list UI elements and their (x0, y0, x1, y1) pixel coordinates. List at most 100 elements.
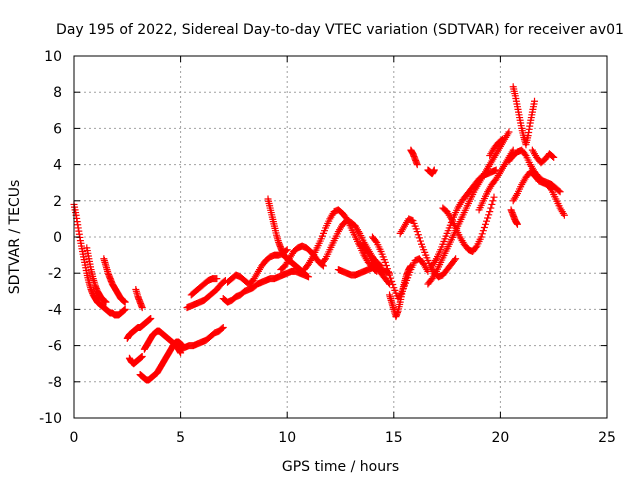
x-tick-label: 20 (491, 430, 509, 446)
x-tick-label: 0 (70, 430, 79, 446)
data-point (505, 128, 513, 136)
data-point (382, 262, 390, 270)
y-tick-label: 6 (53, 121, 62, 137)
y-axis-label: SDTVAR / TECUs (7, 180, 23, 295)
data-point (381, 258, 389, 266)
data-point (389, 281, 397, 289)
data-point (556, 188, 564, 196)
series-seg7 (123, 314, 155, 342)
data-point (451, 256, 459, 264)
data-point (388, 277, 396, 285)
data-point (407, 262, 415, 270)
y-tick-label: -8 (48, 375, 62, 391)
series-seg32 (509, 168, 568, 219)
y-tick-label: -6 (48, 339, 62, 355)
series-seg10 (183, 276, 229, 312)
data-point (497, 136, 505, 144)
series-seg30 (509, 83, 539, 149)
data-point (384, 268, 392, 276)
data-point (489, 197, 497, 205)
data-point (121, 305, 129, 313)
series-seg3 (100, 255, 129, 306)
data-point (521, 150, 529, 158)
data-point (415, 234, 423, 242)
data-point (513, 220, 521, 228)
series-seg9 (177, 324, 227, 353)
axes: 0 5 10 15 20 25 -10 -8 -6 -4 -2 0 2 4 6 8 10 (39, 49, 616, 446)
data-point (138, 352, 146, 360)
series-seg21 (386, 262, 415, 321)
data-point (490, 193, 498, 201)
data-point (102, 298, 110, 306)
series-seg5 (132, 285, 146, 312)
data-point (452, 255, 460, 263)
data-point (531, 97, 539, 105)
series-seg8 (140, 327, 185, 357)
series-seg19 (356, 240, 394, 288)
data-point (499, 135, 507, 143)
chart-title: Day 195 of 2022, Sidereal Day-to-day VTE… (56, 22, 624, 38)
y-tick-label: 0 (53, 230, 62, 246)
data-point (305, 273, 313, 281)
data-point (384, 279, 392, 287)
data-point (386, 271, 394, 279)
data-point (483, 217, 491, 225)
series-seg29 (486, 135, 507, 160)
series-seg26 (428, 166, 500, 270)
data-point (147, 314, 155, 322)
grid (74, 56, 607, 418)
data-point (387, 274, 395, 282)
data-point (488, 200, 496, 208)
data-point (213, 275, 221, 283)
data-point (413, 228, 421, 236)
data-point (549, 152, 557, 160)
series-seg27 (439, 193, 498, 255)
y-tick-label: 10 (44, 49, 62, 65)
y-tick-label: 4 (53, 158, 62, 174)
x-tick-label: 5 (176, 430, 185, 446)
series-seg34 (507, 206, 521, 228)
series-seg16 (300, 206, 381, 275)
y-tick-label: -2 (48, 266, 62, 282)
data-point (478, 230, 486, 238)
series-seg6 (136, 338, 187, 384)
data-series (70, 83, 568, 384)
series-seg18 (334, 264, 394, 279)
series-seg15 (277, 242, 327, 274)
series-seg25 (424, 128, 513, 288)
data-point (550, 153, 558, 161)
data-point (547, 185, 555, 193)
data-point (555, 187, 563, 195)
data-point (414, 231, 422, 239)
series-seg22 (396, 215, 460, 281)
data-point (219, 324, 227, 331)
x-axis-label: GPS time / hours (282, 459, 399, 475)
data-point (472, 243, 480, 251)
data-point (479, 227, 487, 235)
data-point (413, 161, 421, 169)
series-seg23 (407, 146, 421, 169)
data-point (560, 211, 568, 219)
series-seg33 (528, 146, 558, 167)
data-point (480, 223, 488, 231)
series-seg4 (125, 352, 146, 368)
data-point (486, 208, 494, 216)
series-seg11 (187, 275, 221, 299)
y-tick-label: -10 (39, 411, 62, 427)
data-point (416, 237, 424, 245)
data-point (218, 324, 226, 332)
data-point (383, 265, 391, 273)
data-point (485, 211, 493, 219)
data-point (283, 246, 291, 254)
data-point (484, 214, 492, 222)
data-point (372, 237, 380, 245)
data-point (487, 204, 495, 212)
x-tick-label: 25 (598, 430, 616, 446)
series-seg24 (424, 166, 438, 178)
y-tick-label: -4 (48, 302, 62, 318)
x-tick-label: 15 (385, 430, 403, 446)
data-point (321, 256, 329, 264)
x-tick-label: 10 (278, 430, 296, 446)
data-point (481, 220, 489, 228)
series-seg1 (70, 200, 129, 319)
